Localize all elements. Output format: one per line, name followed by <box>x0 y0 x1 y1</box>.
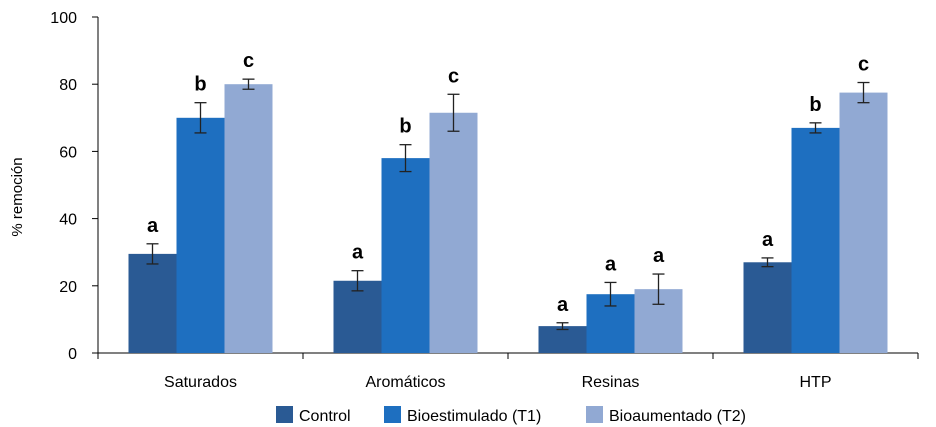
bar <box>224 84 273 353</box>
significance-label: c <box>448 65 459 87</box>
bar <box>429 112 478 353</box>
y-tick-label: 80 <box>59 77 77 94</box>
bar <box>176 117 225 353</box>
x-category-label: Resinas <box>582 374 640 391</box>
significance-label: b <box>399 116 411 138</box>
y-tick-label: 100 <box>50 10 77 27</box>
bar <box>333 280 382 353</box>
bar <box>743 262 792 353</box>
legend-label: Control <box>299 408 351 425</box>
bar <box>791 127 840 353</box>
significance-label: c <box>858 54 869 76</box>
significance-label: a <box>557 294 569 316</box>
significance-label: b <box>194 74 206 96</box>
significance-label: a <box>762 229 774 251</box>
significance-label: a <box>605 253 617 275</box>
significance-label: a <box>653 245 665 267</box>
x-category-label: HTP <box>800 374 832 391</box>
legend-swatch <box>384 406 401 423</box>
bar <box>128 253 177 353</box>
legend: Control Bioestimulado (T1) Bioaumentado (T… <box>276 406 746 425</box>
y-tick-label: 40 <box>59 212 77 229</box>
significance-label: c <box>243 50 254 72</box>
legend-label: Bioestimulado (T1) <box>407 408 541 425</box>
y-tick-label: 20 <box>59 279 77 296</box>
significance-label: a <box>352 242 364 264</box>
y-tick-label: 60 <box>59 144 77 161</box>
y-tick-label: 0 <box>68 346 77 363</box>
y-axis-title: % remoción <box>9 157 26 236</box>
x-category-label: Saturados <box>164 374 237 391</box>
bars: a b c a b c a a a a b c <box>128 50 888 353</box>
x-category-label: Aromáticos <box>365 374 445 391</box>
significance-label: a <box>147 215 159 237</box>
significance-label: b <box>809 94 821 116</box>
bar <box>538 326 587 353</box>
legend-swatch <box>586 406 603 423</box>
bar <box>839 92 888 353</box>
legend-label: Bioaumentado (T2) <box>609 408 746 425</box>
legend-swatch <box>276 406 293 423</box>
bar <box>381 158 430 353</box>
